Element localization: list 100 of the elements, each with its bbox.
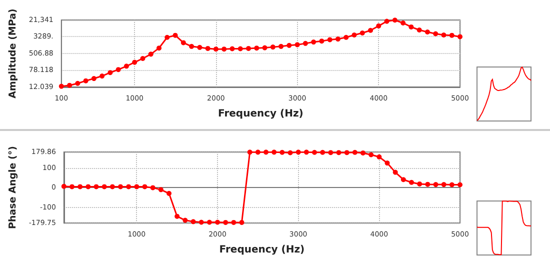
point xyxy=(311,40,316,45)
point xyxy=(180,40,186,46)
point xyxy=(376,154,382,160)
point xyxy=(91,76,96,82)
point xyxy=(278,44,284,49)
y-axis-title: Amplitude (MPa) xyxy=(8,8,18,98)
point xyxy=(132,60,138,65)
point xyxy=(223,220,228,225)
point xyxy=(328,150,334,156)
point xyxy=(231,220,236,225)
point xyxy=(75,80,80,86)
y-axis-title: Phase Angle (°) xyxy=(8,146,18,229)
point xyxy=(134,184,140,190)
point xyxy=(164,34,170,40)
point xyxy=(264,150,268,155)
point xyxy=(254,46,260,51)
point xyxy=(255,150,260,155)
point xyxy=(344,34,349,40)
point xyxy=(262,45,268,50)
point xyxy=(441,32,446,38)
point xyxy=(206,220,212,225)
point xyxy=(368,28,374,33)
point xyxy=(61,184,66,189)
point xyxy=(270,44,276,50)
point xyxy=(230,46,235,52)
point xyxy=(213,46,218,52)
point xyxy=(205,46,210,51)
point xyxy=(304,150,309,155)
point xyxy=(376,23,382,28)
point xyxy=(400,177,406,182)
point xyxy=(441,182,446,188)
point xyxy=(458,34,462,40)
point xyxy=(142,184,148,190)
point xyxy=(166,190,172,196)
point xyxy=(433,31,438,36)
point xyxy=(449,32,454,38)
point xyxy=(408,24,414,30)
point xyxy=(238,46,243,52)
point xyxy=(424,29,430,34)
point xyxy=(294,42,300,48)
point xyxy=(352,150,358,155)
point xyxy=(116,67,121,72)
point xyxy=(296,150,301,155)
x-axis-title: Frequency (Hz) xyxy=(219,244,305,256)
point xyxy=(108,70,113,76)
point xyxy=(94,184,99,190)
point xyxy=(118,184,123,190)
point xyxy=(286,42,292,48)
point xyxy=(335,36,340,42)
point xyxy=(124,64,129,69)
point xyxy=(172,32,178,38)
point xyxy=(58,84,64,89)
point xyxy=(368,152,374,158)
point xyxy=(360,150,366,156)
point xyxy=(190,219,196,224)
point xyxy=(247,150,252,155)
point xyxy=(392,170,398,175)
point xyxy=(67,82,72,88)
point xyxy=(239,220,244,225)
point xyxy=(288,150,293,156)
point xyxy=(198,220,204,225)
point xyxy=(458,182,462,188)
point xyxy=(449,182,454,188)
point xyxy=(158,187,164,192)
point xyxy=(110,184,115,190)
point xyxy=(70,184,74,190)
point xyxy=(150,185,156,190)
line-series xyxy=(61,150,462,225)
point xyxy=(425,182,430,187)
point xyxy=(280,150,285,155)
point xyxy=(320,150,326,155)
point xyxy=(416,27,422,32)
point xyxy=(352,32,357,38)
point xyxy=(197,44,202,50)
point xyxy=(327,37,332,42)
point xyxy=(384,160,390,166)
point xyxy=(344,150,350,156)
point xyxy=(182,218,188,223)
point xyxy=(189,44,194,49)
point xyxy=(272,150,277,155)
point xyxy=(215,220,220,225)
point xyxy=(302,40,308,46)
point xyxy=(392,18,398,23)
point xyxy=(409,180,414,185)
point xyxy=(102,184,107,190)
point xyxy=(400,20,406,26)
point xyxy=(156,46,162,51)
point xyxy=(222,46,227,52)
point xyxy=(78,184,83,190)
x-axis-title: Frequency (Hz) xyxy=(218,108,304,120)
point xyxy=(86,184,91,190)
point xyxy=(433,182,438,188)
point xyxy=(126,184,132,190)
point xyxy=(246,46,251,51)
point xyxy=(312,150,317,155)
point xyxy=(417,181,422,186)
point xyxy=(148,52,154,57)
point xyxy=(360,30,365,36)
point xyxy=(140,56,146,61)
point xyxy=(336,150,342,156)
